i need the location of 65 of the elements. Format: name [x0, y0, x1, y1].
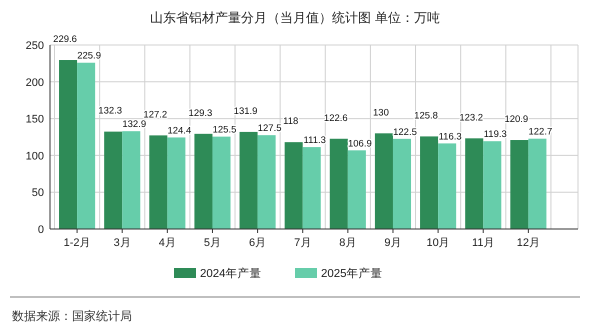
legend-label: 2025年产量 [321, 266, 383, 280]
bar [330, 138, 348, 229]
data-label: 132.9 [122, 119, 146, 130]
x-tick-label: 7月 [294, 237, 312, 249]
data-label: 106.9 [348, 138, 372, 150]
data-label: 118 [283, 116, 298, 128]
x-tick-label: 6月 [249, 237, 266, 249]
y-tick-label: 0 [38, 224, 44, 236]
bar [348, 150, 366, 229]
data-label: 122.6 [324, 112, 348, 124]
x-tick-label: 4月 [158, 237, 176, 249]
bar [240, 132, 258, 229]
bar [149, 135, 168, 229]
bar [302, 147, 321, 229]
bar [122, 131, 140, 229]
data-label: 111.3 [304, 135, 326, 146]
legend-label: 2024年产量 [200, 266, 262, 280]
y-tick-label: 100 [26, 150, 44, 162]
data-label: 123.2 [459, 112, 484, 124]
x-tick-label: 9月 [384, 237, 402, 249]
data-label: 125.8 [414, 110, 438, 122]
x-tick-label: 3月 [114, 237, 131, 249]
x-tick-label: 1-2月 [64, 237, 91, 249]
x-tick-label: 5月 [204, 237, 222, 249]
bar [528, 138, 546, 229]
bar [194, 134, 212, 229]
data-label: 127.5 [258, 123, 282, 134]
y-tick-label: 150 [26, 114, 44, 126]
bar [374, 133, 393, 229]
data-label: 124.4 [167, 125, 192, 136]
bar [167, 137, 186, 229]
data-label: 120.9 [504, 114, 528, 126]
data-label: 131.9 [234, 106, 258, 117]
data-label: 125.5 [212, 124, 236, 136]
data-label: 122.5 [393, 126, 417, 138]
data-label: 127.2 [143, 109, 168, 120]
data-label: 225.9 [77, 50, 101, 62]
data-label: 116.3 [438, 131, 462, 142]
bar [212, 136, 231, 229]
data-label: 229.6 [53, 34, 77, 46]
bar [438, 143, 456, 229]
data-label: 129.3 [188, 108, 212, 119]
y-tick-label: 50 [32, 187, 44, 200]
bar [420, 136, 438, 229]
x-tick-label: 10月 [426, 237, 450, 249]
data-label: 119.3 [484, 129, 507, 140]
data-label: 132.3 [98, 106, 122, 117]
x-tick-label: 11月 [472, 237, 494, 249]
x-tick-label: 12月 [516, 237, 540, 249]
source-note: 数据来源：国家统计局 [12, 309, 132, 323]
data-label: 130 [373, 107, 389, 118]
chart-title: 山东省铝材产量分月（当月值）统计图 单位：万吨 [150, 10, 440, 25]
x-tick-label: 8月 [339, 237, 356, 249]
bar [258, 135, 276, 229]
data-label: 122.7 [528, 126, 552, 138]
bar [284, 142, 303, 229]
y-tick-label: 250 [26, 40, 44, 52]
bar [59, 60, 78, 229]
bar [483, 141, 502, 229]
bar [77, 62, 96, 229]
bar [510, 140, 528, 229]
bar [465, 138, 484, 229]
bar [392, 138, 412, 229]
bar [104, 132, 122, 229]
y-tick-label: 200 [26, 76, 44, 89]
